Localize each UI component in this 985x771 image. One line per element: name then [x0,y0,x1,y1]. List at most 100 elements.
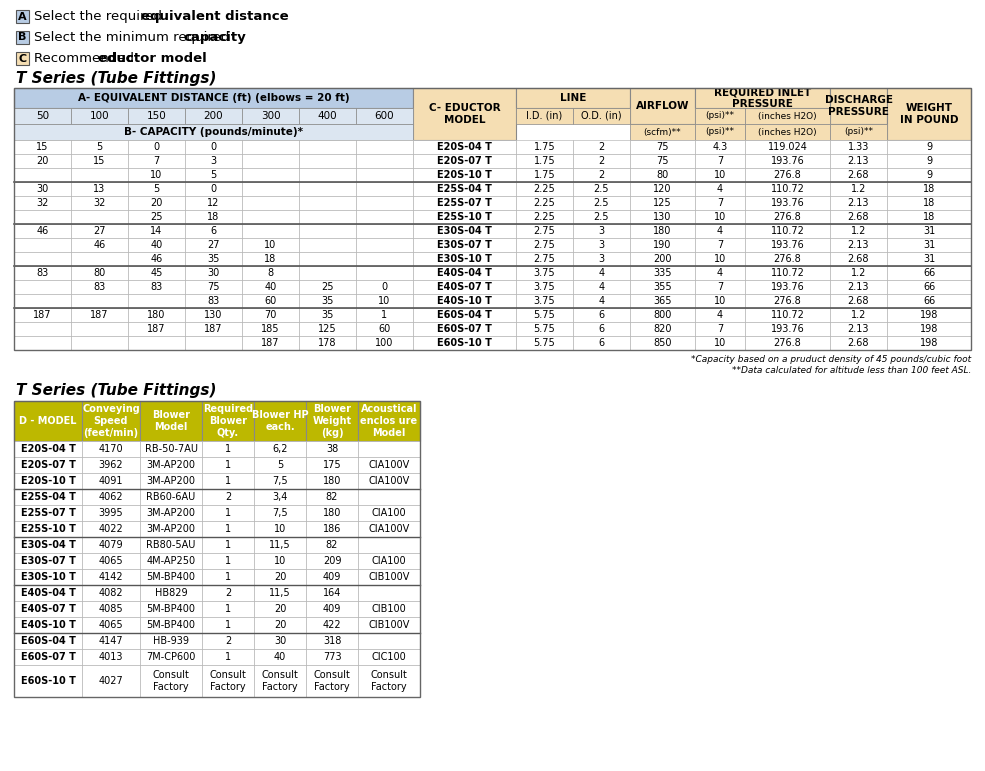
Bar [358,537,420,553]
Text: 2: 2 [598,170,605,180]
Bar [695,154,745,168]
Bar [185,336,242,350]
Bar [516,308,573,322]
Bar [830,238,887,252]
Text: Recommended: Recommended [34,52,138,65]
Bar [573,266,630,280]
Text: 10: 10 [714,170,726,180]
Text: 10: 10 [378,296,391,306]
Bar [82,473,140,489]
Bar [202,585,254,601]
Bar [887,280,971,294]
Bar [128,154,185,168]
Text: E40S-04 T: E40S-04 T [437,268,492,278]
Bar [887,88,971,140]
Bar [356,196,413,210]
Text: 35: 35 [207,254,220,264]
Bar [202,473,254,489]
Text: 4: 4 [717,268,723,278]
Bar [695,88,830,108]
Bar [242,280,299,294]
Bar [830,294,887,308]
Bar [830,88,887,124]
Text: 40: 40 [274,652,286,662]
Bar [82,537,140,553]
Bar [745,294,830,308]
Text: 2.25: 2.25 [534,212,556,222]
Text: Required
Blower
Qty.: Required Blower Qty. [203,404,253,438]
Text: 0: 0 [381,282,387,292]
Text: 5.75: 5.75 [534,310,556,320]
Text: 40: 40 [264,282,277,292]
Text: (inches H2O): (inches H2O) [758,127,817,136]
Text: HB829: HB829 [155,588,187,598]
Text: E20S-04 T: E20S-04 T [437,142,492,152]
Bar [358,489,420,505]
Text: CIA100: CIA100 [371,556,407,566]
Text: 32: 32 [36,198,48,208]
Text: 180: 180 [148,310,165,320]
Text: E60S-04 T: E60S-04 T [21,636,76,646]
Bar [887,252,971,266]
Bar [71,266,128,280]
Bar [14,322,71,336]
Bar [356,210,413,224]
Bar [242,336,299,350]
Text: 7: 7 [717,240,723,250]
Text: 3,4: 3,4 [272,492,288,502]
Text: 180: 180 [653,226,672,236]
Text: Consult
Factory: Consult Factory [153,670,189,692]
Bar [573,140,630,154]
Text: WEIGHT
IN POUND: WEIGHT IN POUND [899,103,958,125]
Bar [306,601,358,617]
Text: 5M-BP400: 5M-BP400 [147,604,195,614]
Bar [202,633,254,649]
Text: T Series (Tube Fittings): T Series (Tube Fittings) [16,70,217,86]
Bar [358,457,420,473]
Text: 18: 18 [923,198,935,208]
Text: 9: 9 [926,142,932,152]
Bar [71,322,128,336]
Text: 2: 2 [225,636,231,646]
Text: 27: 27 [94,226,105,236]
Text: E25S-04 T: E25S-04 T [437,184,492,194]
Text: 1: 1 [225,652,231,662]
Text: E20S-10 T: E20S-10 T [21,476,76,486]
Bar [356,224,413,238]
Bar [14,294,71,308]
Bar [306,633,358,649]
Text: Consult
Factory: Consult Factory [370,670,408,692]
Text: LINE: LINE [559,93,586,103]
Bar [242,182,299,196]
Bar [630,224,695,238]
Bar [140,537,202,553]
Bar [306,401,358,441]
Bar [358,649,420,665]
Text: 186: 186 [323,524,341,534]
Bar [71,182,128,196]
Bar [695,336,745,350]
Text: 2.68: 2.68 [848,254,869,264]
Text: 2: 2 [598,142,605,152]
Bar [202,457,254,473]
Bar [630,182,695,196]
Bar [695,196,745,210]
Text: E20S-07 T: E20S-07 T [21,460,76,470]
Text: 110.72: 110.72 [770,184,805,194]
Bar [695,168,745,182]
Bar [695,182,745,196]
Text: 83: 83 [94,282,105,292]
Text: CIA100V: CIA100V [368,476,410,486]
Text: E30S-10 T: E30S-10 T [21,572,76,582]
Text: 2.68: 2.68 [848,338,869,348]
Text: 1.2: 1.2 [851,268,866,278]
Text: DISCHARGE
PRESSURE: DISCHARGE PRESSURE [824,95,892,116]
Bar [306,665,358,697]
Bar [745,168,830,182]
Text: 1: 1 [225,476,231,486]
Text: 8: 8 [268,268,274,278]
Bar [573,322,630,336]
Text: 850: 850 [653,338,672,348]
Text: 3962: 3962 [98,460,123,470]
Bar [695,124,745,140]
